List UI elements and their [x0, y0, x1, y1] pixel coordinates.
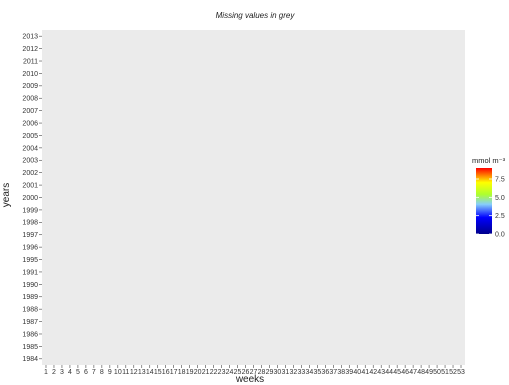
chart-title: Missing values in grey: [216, 11, 296, 20]
y-tick-label: 2007: [22, 108, 38, 115]
x-tick-label: 13: [138, 369, 146, 376]
x-tick-label: 44: [385, 369, 393, 376]
x-tick-label: 21: [202, 369, 210, 376]
x-tick-label: 36: [321, 369, 329, 376]
x-tick-label: 48: [417, 369, 425, 376]
x-tick-label: 45: [393, 369, 401, 376]
y-axis-ticks: 2013 2012 2011 2010 2009 2008 2007 2006 2005 2004…: [22, 34, 42, 363]
x-tick-label: 4: [68, 369, 72, 376]
x-tick-label: 41: [361, 369, 369, 376]
y-tick-label: 2010: [22, 71, 38, 78]
x-tick-label: 30: [274, 369, 282, 376]
x-axis-ticks: 1 2 3 4 5 6 7 8 9 10 11 12 13 14 15 16 17 18 19 20 21 22 23 24 2…: [44, 365, 465, 376]
x-tick-label: 20: [194, 369, 202, 376]
y-tick-label: 2011: [23, 58, 38, 65]
y-tick-label: 2002: [22, 170, 38, 177]
legend-tick-label: 2.5: [495, 213, 505, 220]
x-tick-label: 16: [162, 369, 170, 376]
x-tick-label: 2: [52, 369, 56, 376]
color-legend: mmol m⁻³ 7.5 5.0 2.5 0.0: [472, 156, 506, 239]
x-tick-label: 10: [114, 369, 122, 376]
x-tick-label: 7: [92, 369, 96, 376]
y-tick-label: 1986: [22, 331, 38, 338]
x-tick-label: 38: [337, 369, 345, 376]
x-tick-label: 24: [226, 369, 234, 376]
y-tick-label: 1985: [22, 344, 38, 351]
x-tick-label: 14: [146, 369, 154, 376]
legend-tick-label: 0.0: [495, 232, 505, 239]
x-tick-label: 37: [329, 369, 337, 376]
x-tick-label: 35: [313, 369, 321, 376]
x-tick-label: 28: [258, 369, 266, 376]
x-tick-label: 32: [290, 369, 298, 376]
x-tick-label: 15: [154, 369, 162, 376]
plot-panel: [42, 30, 465, 365]
y-tick-label: 1989: [22, 294, 38, 301]
x-tick-label: 49: [425, 369, 433, 376]
x-tick-label: 22: [210, 369, 218, 376]
x-tick-label: 25: [234, 369, 242, 376]
y-tick-label: 1984: [22, 356, 38, 363]
legend-ticks: 7.5 5.0 2.5 0.0: [476, 177, 505, 239]
y-tick-label: 2009: [22, 83, 38, 90]
legend-tick-label: 7.5: [495, 177, 505, 184]
y-tick-label: 2004: [22, 145, 38, 152]
y-tick-label: 1998: [22, 220, 38, 227]
x-tick-label: 51: [441, 369, 449, 376]
y-tick-label: 2001: [22, 182, 38, 189]
y-tick-label: 1995: [22, 257, 38, 264]
x-tick-label: 31: [282, 369, 290, 376]
y-tick-label: 1990: [22, 282, 38, 289]
y-tick-label: 1991: [22, 269, 38, 276]
x-tick-label: 8: [100, 369, 104, 376]
x-tick-label: 5: [76, 369, 80, 376]
x-tick-label: 39: [345, 369, 353, 376]
x-tick-label: 52: [449, 369, 457, 376]
legend-tick-label: 5.0: [495, 195, 505, 202]
y-tick-label: 1999: [22, 207, 38, 214]
x-tick-label: 23: [218, 369, 226, 376]
x-tick-label: 43: [377, 369, 385, 376]
y-tick-label: 2000: [22, 195, 38, 202]
y-axis-title: years: [1, 183, 12, 207]
x-tick-label: 19: [186, 369, 194, 376]
y-tick-label: 2013: [22, 34, 38, 41]
legend-title: mmol m⁻³: [472, 156, 506, 165]
x-tick-label: 42: [369, 369, 377, 376]
x-tick-label: 12: [130, 369, 138, 376]
x-tick-label: 46: [401, 369, 409, 376]
x-tick-label: 3: [60, 369, 64, 376]
y-tick-label: 2006: [22, 120, 38, 127]
x-tick-label: 29: [266, 369, 274, 376]
x-tick-label: 1: [44, 369, 48, 376]
y-tick-label: 1988: [22, 307, 38, 314]
y-tick-label: 1996: [22, 245, 38, 252]
heatmap-cells: [42, 30, 465, 365]
x-tick-label: 40: [353, 369, 361, 376]
x-tick-label: 9: [108, 369, 112, 376]
x-tick-label: 27: [250, 369, 258, 376]
x-tick-label: 53: [457, 369, 465, 376]
x-tick-label: 18: [178, 369, 186, 376]
x-tick-label: 50: [433, 369, 441, 376]
x-tick-label: 33: [297, 369, 305, 376]
y-tick-label: 1987: [22, 319, 38, 326]
x-tick-label: 17: [170, 369, 178, 376]
legend-colorbar: [476, 168, 492, 234]
y-tick-label: 2003: [22, 158, 38, 165]
y-tick-label: 2012: [22, 46, 38, 53]
y-tick-label: 2005: [22, 133, 38, 140]
x-tick-label: 6: [84, 369, 88, 376]
x-tick-label: 34: [305, 369, 313, 376]
x-tick-label: 47: [409, 369, 417, 376]
x-tick-label: 11: [122, 369, 129, 376]
y-tick-label: 1997: [22, 232, 38, 239]
x-axis-title: weeks: [235, 374, 264, 385]
x-tick-label: 26: [242, 369, 250, 376]
y-tick-label: 2008: [22, 96, 38, 103]
